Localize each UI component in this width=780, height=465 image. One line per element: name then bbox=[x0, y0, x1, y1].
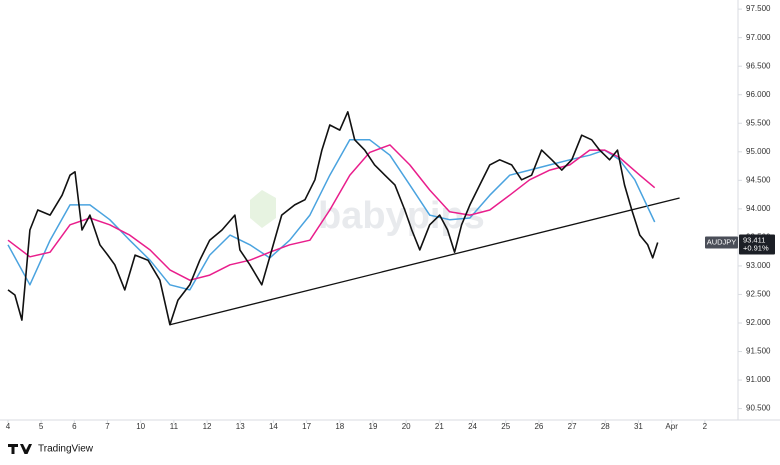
x-tick-label: 4 bbox=[6, 422, 11, 431]
y-tick-label: 91.000 bbox=[746, 375, 771, 384]
y-tick-label: 95.000 bbox=[746, 147, 771, 156]
price-tag bbox=[739, 234, 775, 255]
x-tick-label: 21 bbox=[435, 422, 444, 431]
x-tick-label: 31 bbox=[634, 422, 643, 431]
y-tick-label: 95.500 bbox=[746, 118, 771, 127]
brand: TradingView bbox=[38, 444, 94, 455]
x-tick-label: 13 bbox=[236, 422, 245, 431]
y-tick-label: 92.000 bbox=[746, 318, 771, 327]
x-tick-label: 5 bbox=[39, 422, 44, 431]
y-tick-label: 93.000 bbox=[746, 261, 771, 270]
x-tick-label: 17 bbox=[302, 422, 311, 431]
x-tick-label: 11 bbox=[170, 422, 179, 431]
y-tick-label: 94.500 bbox=[746, 175, 771, 184]
trendline bbox=[169, 197, 680, 326]
x-tick-label: 28 bbox=[601, 422, 610, 431]
x-tick-label: 25 bbox=[501, 422, 510, 431]
y-tick-label: 97.000 bbox=[746, 33, 771, 42]
x-tick-label: 10 bbox=[136, 422, 145, 431]
symbol-label: AUDJPY bbox=[707, 237, 737, 246]
brand-logo bbox=[8, 444, 32, 454]
y-tick-label: 92.500 bbox=[746, 290, 771, 299]
x-tick-label: 19 bbox=[369, 422, 378, 431]
series-line bbox=[7, 111, 659, 326]
y-tick-label: 97.500 bbox=[746, 4, 771, 13]
x-tick-label: 27 bbox=[568, 422, 577, 431]
change-label: +0.91% bbox=[743, 243, 769, 252]
x-tick-label: 18 bbox=[335, 422, 344, 431]
x-tick-label: 2 bbox=[703, 422, 708, 431]
y-tick-label: 90.500 bbox=[746, 404, 771, 413]
x-tick-label: 24 bbox=[468, 422, 477, 431]
x-tick-label: 14 bbox=[269, 422, 278, 431]
x-tick-label: 12 bbox=[203, 422, 212, 431]
price-label: 93.411 bbox=[743, 235, 765, 244]
symbol-tag bbox=[705, 236, 738, 249]
watermark-logo bbox=[250, 190, 276, 228]
y-tick-label: 96.500 bbox=[746, 61, 771, 70]
x-tick-label: 7 bbox=[105, 422, 110, 431]
x-tick-label: 26 bbox=[534, 422, 543, 431]
x-tick-label: Apr bbox=[665, 422, 678, 431]
x-tick-label: 20 bbox=[402, 422, 411, 431]
y-tick-label: 94.000 bbox=[746, 204, 771, 213]
y-tick-label: 91.500 bbox=[746, 347, 771, 356]
y-tick-label: 96.000 bbox=[746, 90, 771, 99]
x-tick-label: 6 bbox=[72, 422, 77, 431]
